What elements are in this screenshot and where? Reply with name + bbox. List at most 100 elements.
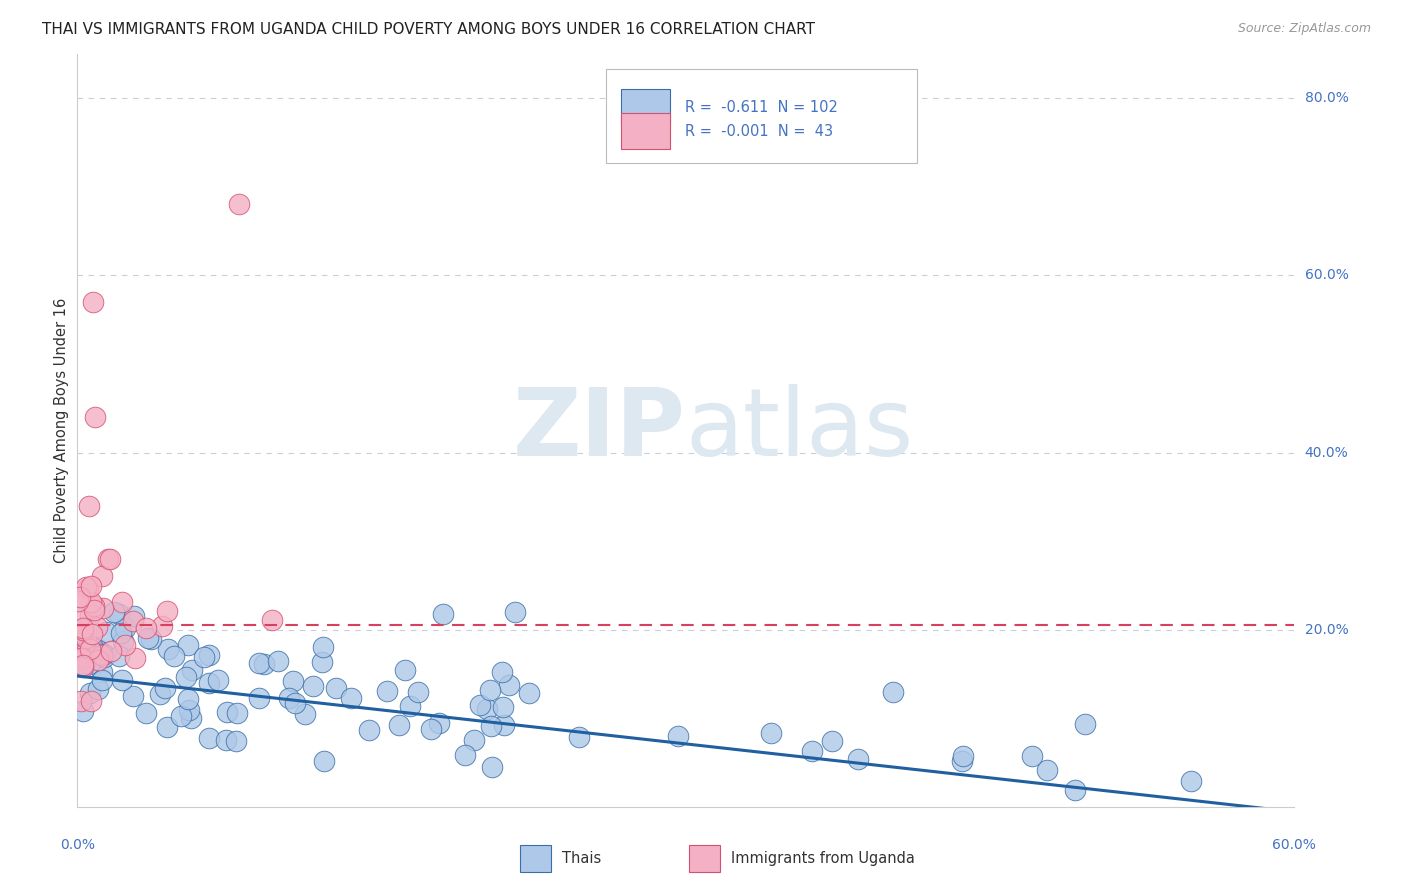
Point <box>1064 782 1087 797</box>
Point <box>952 748 974 763</box>
Point <box>503 606 526 620</box>
Point <box>75 631 97 645</box>
FancyBboxPatch shape <box>606 69 917 163</box>
Point <box>72 704 94 718</box>
Point <box>72 623 94 637</box>
Point <box>73 643 96 657</box>
Point <box>90 673 112 687</box>
Point <box>91 646 114 660</box>
Point <box>91 601 114 615</box>
Point <box>420 723 443 737</box>
Point <box>114 621 136 635</box>
Point <box>69 609 91 624</box>
Point <box>70 642 93 657</box>
Point <box>170 709 193 723</box>
Point <box>114 638 136 652</box>
Point <box>80 694 103 708</box>
Point <box>198 731 221 746</box>
Point <box>399 699 422 714</box>
Point <box>110 673 132 687</box>
Text: THAI VS IMMIGRANTS FROM UGANDA CHILD POVERTY AMONG BOYS UNDER 16 CORRELATION CHA: THAI VS IMMIGRANTS FROM UGANDA CHILD POV… <box>42 22 815 37</box>
Point <box>72 621 94 635</box>
Point <box>267 654 290 668</box>
Point <box>325 681 347 696</box>
Point <box>77 581 100 595</box>
Point <box>70 659 93 673</box>
Point <box>247 656 270 670</box>
Point <box>177 638 200 652</box>
Point <box>1180 773 1202 788</box>
Point <box>108 607 131 621</box>
Point <box>181 663 204 677</box>
Point <box>79 499 101 513</box>
Point <box>89 648 111 662</box>
Point <box>91 665 114 680</box>
Point <box>156 604 179 618</box>
Point <box>197 648 219 662</box>
Point <box>340 691 363 706</box>
Point <box>103 605 125 619</box>
Point <box>79 686 101 700</box>
Point <box>432 607 454 622</box>
Point <box>96 624 118 639</box>
Point <box>262 613 284 627</box>
Point <box>950 755 973 769</box>
Point <box>124 651 146 665</box>
Point <box>388 717 411 731</box>
Point <box>136 631 159 645</box>
Point <box>277 691 299 706</box>
Point <box>156 641 179 656</box>
Point <box>225 734 247 748</box>
Point <box>150 618 173 632</box>
Point <box>141 632 163 647</box>
Point <box>110 626 132 640</box>
FancyBboxPatch shape <box>621 113 669 149</box>
Point <box>312 640 335 655</box>
Point <box>72 650 94 665</box>
Point <box>72 660 94 674</box>
Point <box>193 650 215 665</box>
Text: 60.0%: 60.0% <box>1305 268 1348 282</box>
Point <box>463 733 485 747</box>
Point <box>121 689 143 703</box>
Point <box>87 652 110 666</box>
Point <box>408 685 430 699</box>
Text: atlas: atlas <box>686 384 914 476</box>
Point <box>481 760 503 774</box>
Text: Immigrants from Uganda: Immigrants from Uganda <box>731 851 915 865</box>
Point <box>77 657 100 672</box>
Text: 20.0%: 20.0% <box>1305 623 1348 637</box>
Point <box>162 648 184 663</box>
Point <box>135 621 157 635</box>
Point <box>153 681 176 695</box>
Text: Thais: Thais <box>562 851 602 865</box>
Point <box>83 603 105 617</box>
Point <box>217 705 239 719</box>
Point <box>83 599 105 613</box>
Point <box>70 651 93 665</box>
Point <box>468 698 491 712</box>
Point <box>75 649 97 664</box>
Point <box>87 642 110 657</box>
Point <box>179 703 201 717</box>
Point <box>75 580 97 594</box>
Point <box>568 730 591 744</box>
Point <box>1036 764 1059 778</box>
Point <box>72 657 94 672</box>
Point <box>377 683 399 698</box>
Point <box>124 608 146 623</box>
Point <box>98 552 121 566</box>
Text: R =  -0.611  N = 102: R = -0.611 N = 102 <box>686 100 838 114</box>
Point <box>454 748 477 763</box>
Point <box>177 692 200 706</box>
Point <box>80 579 103 593</box>
Point <box>156 720 179 734</box>
Text: 60.0%: 60.0% <box>1271 838 1316 852</box>
Point <box>83 410 105 425</box>
Point <box>84 657 107 671</box>
Point <box>666 729 689 743</box>
Point <box>93 647 115 661</box>
Point <box>498 677 520 691</box>
Point <box>176 670 198 684</box>
Point <box>90 569 112 583</box>
